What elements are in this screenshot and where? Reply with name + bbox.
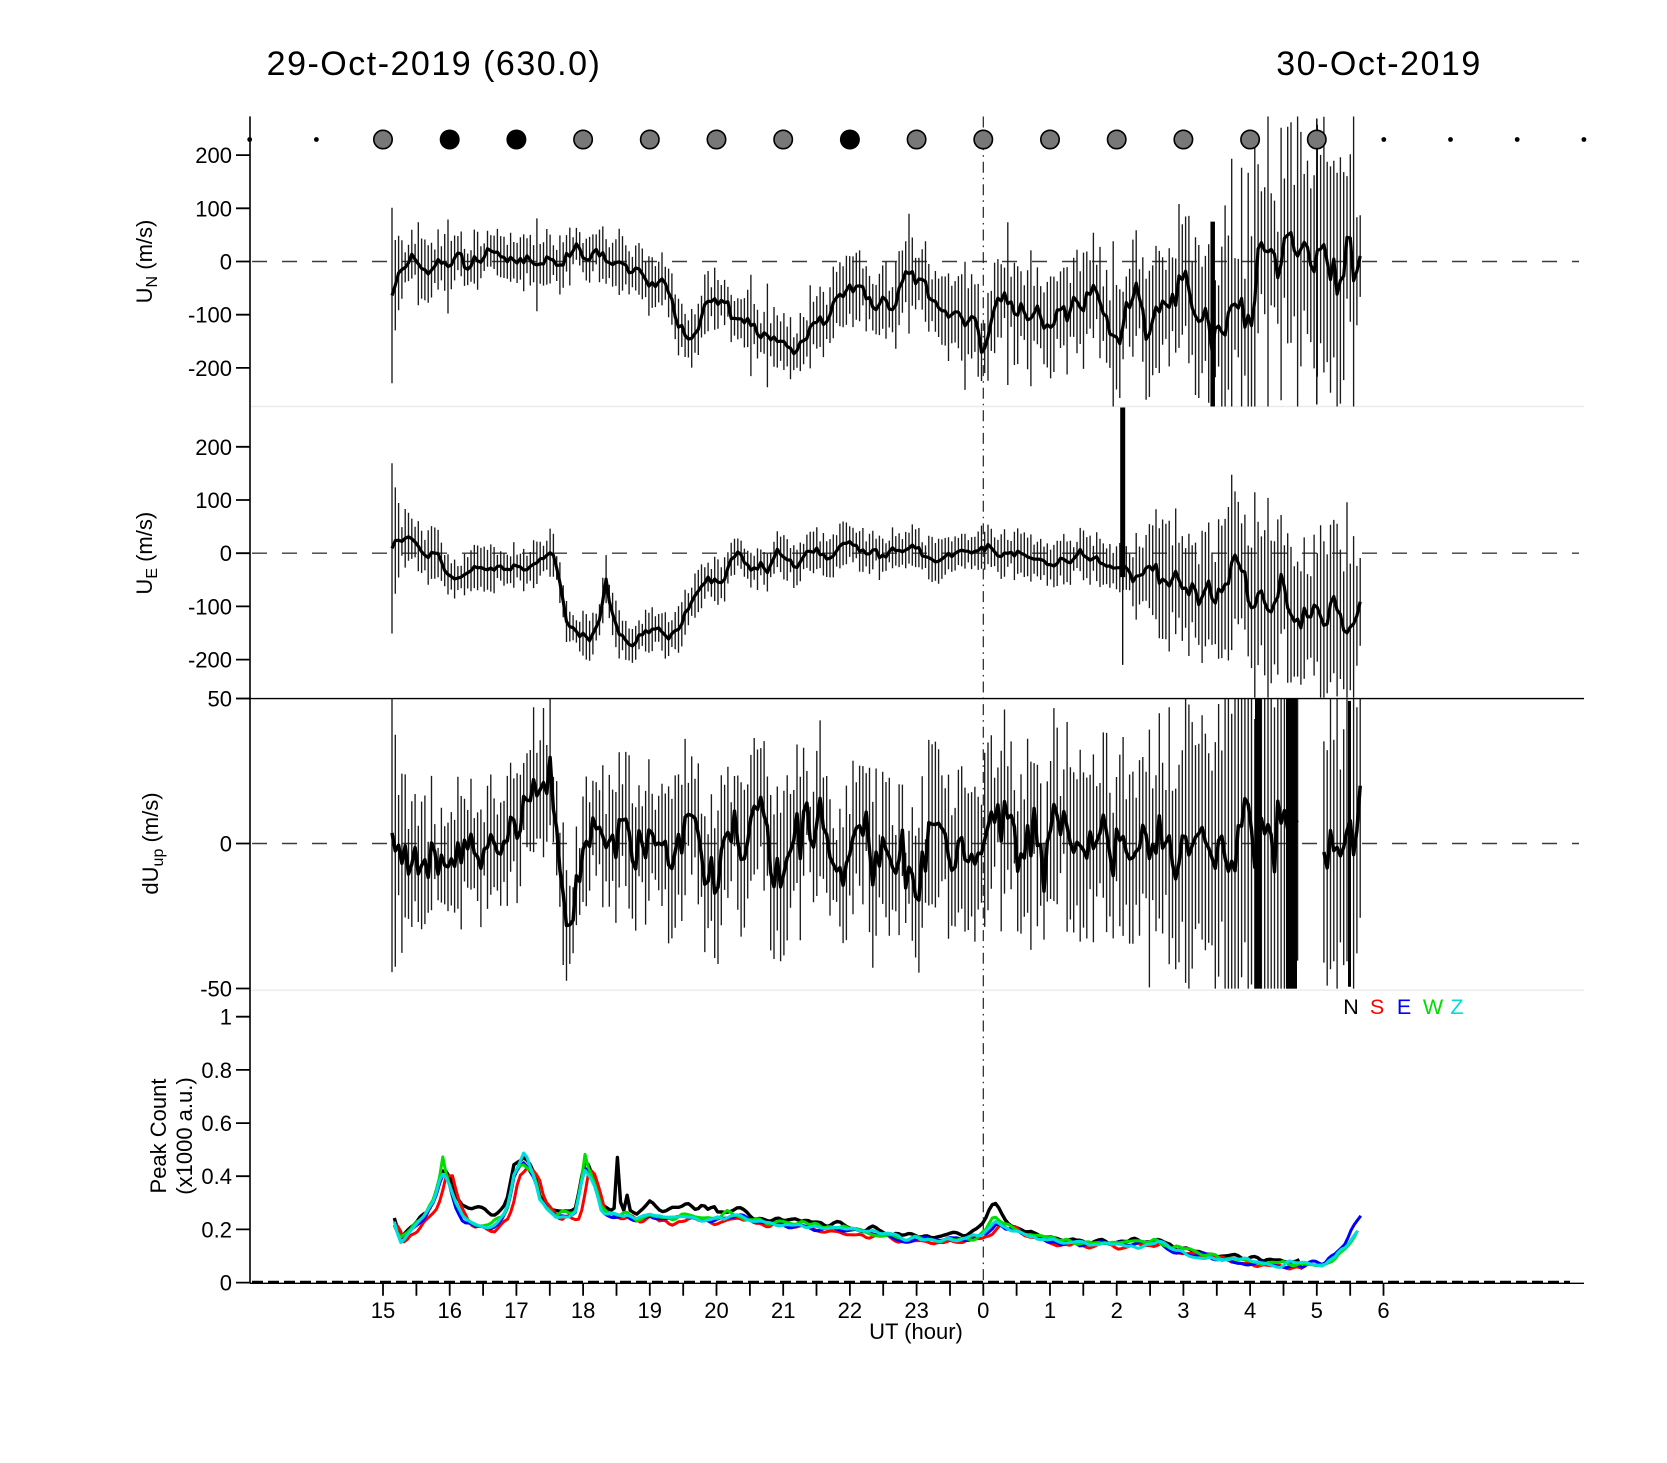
svg-text:200: 200 bbox=[195, 435, 232, 460]
svg-text:21: 21 bbox=[771, 1298, 795, 1323]
svg-text:5: 5 bbox=[1311, 1298, 1323, 1323]
svg-text:30-Oct-2019: 30-Oct-2019 bbox=[1276, 45, 1482, 83]
svg-text:N: N bbox=[1343, 995, 1359, 1019]
svg-text:20: 20 bbox=[704, 1298, 728, 1323]
svg-text:0: 0 bbox=[977, 1298, 989, 1323]
svg-text:0: 0 bbox=[220, 250, 232, 275]
svg-text:16: 16 bbox=[437, 1298, 461, 1323]
svg-text:Peak Count: Peak Count bbox=[146, 1079, 171, 1194]
svg-text:0.2: 0.2 bbox=[201, 1217, 232, 1242]
svg-text:3: 3 bbox=[1177, 1298, 1189, 1323]
svg-text:0: 0 bbox=[220, 541, 232, 566]
svg-text:50: 50 bbox=[208, 687, 232, 712]
svg-text:2: 2 bbox=[1111, 1298, 1123, 1323]
svg-text:18: 18 bbox=[571, 1298, 595, 1323]
svg-text:UN (m/s): UN (m/s) bbox=[132, 220, 161, 304]
svg-text:0.4: 0.4 bbox=[201, 1164, 232, 1189]
svg-text:4: 4 bbox=[1244, 1298, 1256, 1323]
svg-text:dUup (m/s): dUup (m/s) bbox=[138, 792, 167, 894]
svg-text:E: E bbox=[1397, 995, 1411, 1019]
svg-text:0: 0 bbox=[220, 832, 232, 857]
svg-text:-100: -100 bbox=[188, 303, 232, 328]
svg-text:0.8: 0.8 bbox=[201, 1058, 232, 1083]
svg-text:17: 17 bbox=[504, 1298, 528, 1323]
svg-text:UT (hour): UT (hour) bbox=[869, 1319, 963, 1344]
svg-text:15: 15 bbox=[371, 1298, 395, 1323]
svg-text:Z: Z bbox=[1450, 995, 1463, 1019]
svg-text:100: 100 bbox=[195, 488, 232, 513]
svg-text:-200: -200 bbox=[188, 356, 232, 381]
svg-text:22: 22 bbox=[838, 1298, 862, 1323]
svg-text:-200: -200 bbox=[188, 648, 232, 673]
svg-text:S: S bbox=[1370, 995, 1384, 1019]
svg-text:23: 23 bbox=[904, 1298, 928, 1323]
svg-text:19: 19 bbox=[638, 1298, 662, 1323]
svg-text:100: 100 bbox=[195, 196, 232, 221]
svg-text:0.6: 0.6 bbox=[201, 1111, 232, 1136]
svg-text:200: 200 bbox=[195, 143, 232, 168]
svg-text:6: 6 bbox=[1377, 1298, 1389, 1323]
svg-text:0: 0 bbox=[220, 1271, 232, 1296]
svg-text:(x1000 a.u.): (x1000 a.u.) bbox=[172, 1077, 197, 1194]
svg-text:29-Oct-2019 (630.0): 29-Oct-2019 (630.0) bbox=[267, 45, 602, 83]
svg-text:-100: -100 bbox=[188, 594, 232, 619]
svg-text:1: 1 bbox=[220, 1005, 232, 1030]
svg-text:UE (m/s): UE (m/s) bbox=[132, 512, 161, 595]
svg-text:-50: -50 bbox=[200, 977, 232, 1002]
svg-text:1: 1 bbox=[1044, 1298, 1056, 1323]
svg-text:W: W bbox=[1423, 995, 1444, 1019]
